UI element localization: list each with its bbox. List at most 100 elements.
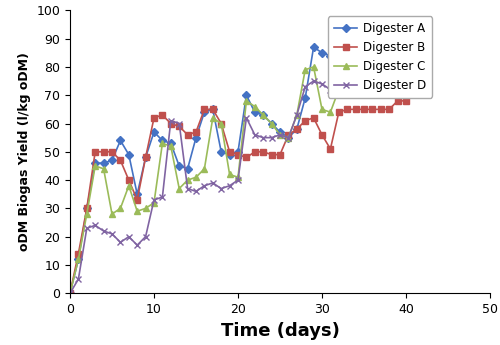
- Legend: Digester A, Digester B, Digester C, Digester D: Digester A, Digester B, Digester C, Dige…: [328, 16, 432, 98]
- Digester A: [235, 150, 241, 154]
- Digester A: [109, 158, 115, 162]
- Digester C: [361, 79, 367, 83]
- Digester B: [168, 121, 174, 126]
- Digester B: [210, 107, 216, 111]
- Digester C: [328, 110, 334, 114]
- Digester D: [92, 223, 98, 227]
- Digester C: [202, 167, 207, 171]
- Digester D: [226, 184, 232, 188]
- Digester B: [193, 130, 199, 134]
- Digester C: [67, 291, 73, 295]
- Digester B: [386, 107, 392, 111]
- Digester A: [268, 121, 274, 126]
- Digester C: [386, 76, 392, 80]
- Digester A: [126, 152, 132, 157]
- Digester D: [336, 88, 342, 92]
- Digester D: [193, 189, 199, 194]
- Digester B: [84, 206, 90, 210]
- Digester C: [218, 121, 224, 126]
- Digester C: [244, 99, 250, 103]
- Digester A: [226, 152, 232, 157]
- Digester B: [244, 155, 250, 159]
- Digester D: [403, 73, 409, 78]
- Digester A: [370, 62, 376, 66]
- Digester B: [328, 147, 334, 151]
- Digester C: [260, 113, 266, 117]
- Digester B: [294, 127, 300, 131]
- Digester D: [352, 82, 358, 86]
- Digester C: [352, 79, 358, 83]
- Digester B: [260, 150, 266, 154]
- Digester D: [160, 195, 166, 199]
- X-axis label: Time (days): Time (days): [220, 322, 340, 339]
- Digester A: [142, 155, 148, 159]
- Digester A: [294, 127, 300, 131]
- Digester B: [109, 150, 115, 154]
- Digester C: [76, 257, 82, 262]
- Digester A: [92, 161, 98, 165]
- Digester C: [302, 68, 308, 72]
- Digester B: [336, 110, 342, 114]
- Digester A: [302, 96, 308, 100]
- Digester D: [84, 226, 90, 230]
- Digester D: [100, 229, 106, 233]
- Line: Digester A: Digester A: [67, 45, 409, 296]
- Digester C: [378, 76, 384, 80]
- Digester C: [394, 76, 400, 80]
- Digester D: [310, 79, 316, 83]
- Digester C: [294, 113, 300, 117]
- Digester A: [210, 107, 216, 111]
- Digester D: [176, 121, 182, 126]
- Digester B: [76, 252, 82, 256]
- Digester A: [118, 138, 124, 142]
- Digester D: [319, 82, 325, 86]
- Digester A: [176, 164, 182, 168]
- Digester C: [210, 116, 216, 120]
- Digester B: [352, 107, 358, 111]
- Digester B: [235, 152, 241, 157]
- Digester C: [126, 184, 132, 188]
- Digester D: [67, 291, 73, 295]
- Digester C: [100, 167, 106, 171]
- Digester B: [286, 133, 292, 137]
- Digester D: [168, 119, 174, 123]
- Line: Digester D: Digester D: [67, 73, 409, 296]
- Digester D: [277, 133, 283, 137]
- Digester D: [218, 187, 224, 191]
- Digester C: [160, 141, 166, 145]
- Digester B: [277, 152, 283, 157]
- Digester A: [202, 110, 207, 114]
- Digester A: [386, 56, 392, 60]
- Digester C: [176, 187, 182, 191]
- Digester A: [76, 257, 82, 262]
- Digester D: [268, 136, 274, 140]
- Digester B: [268, 152, 274, 157]
- Digester D: [286, 136, 292, 140]
- Digester B: [118, 158, 124, 162]
- Digester B: [134, 198, 140, 202]
- Digester C: [92, 164, 98, 168]
- Digester A: [277, 130, 283, 134]
- Digester B: [176, 124, 182, 128]
- Digester B: [100, 150, 106, 154]
- Digester C: [403, 79, 409, 83]
- Digester C: [226, 172, 232, 177]
- Digester D: [126, 235, 132, 239]
- Digester D: [76, 277, 82, 281]
- Digester B: [370, 107, 376, 111]
- Digester A: [336, 56, 342, 60]
- Digester A: [168, 141, 174, 145]
- Digester B: [252, 150, 258, 154]
- Digester B: [218, 121, 224, 126]
- Digester D: [361, 85, 367, 89]
- Digester B: [310, 116, 316, 120]
- Digester D: [328, 88, 334, 92]
- Digester C: [235, 175, 241, 179]
- Digester C: [168, 144, 174, 148]
- Digester C: [151, 201, 157, 205]
- Digester C: [252, 105, 258, 109]
- Digester B: [184, 133, 190, 137]
- Digester A: [310, 45, 316, 49]
- Digester D: [394, 76, 400, 80]
- Digester A: [160, 138, 166, 142]
